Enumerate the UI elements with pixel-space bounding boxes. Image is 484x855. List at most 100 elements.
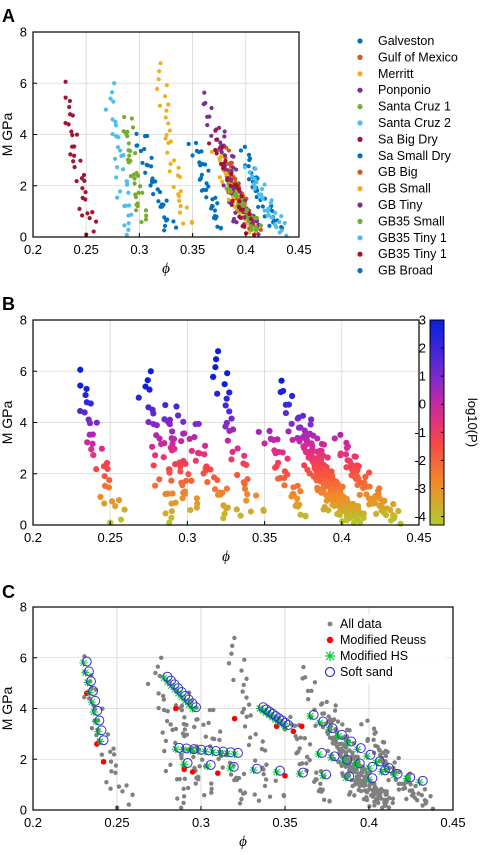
soft-sand-point <box>162 671 173 682</box>
data-point <box>130 792 135 797</box>
data-point <box>264 208 269 213</box>
data-point <box>232 635 237 641</box>
legend-entry: GB Broad <box>378 264 433 278</box>
data-point <box>318 781 323 786</box>
data-point <box>278 377 285 384</box>
data-point <box>178 189 183 194</box>
data-point <box>209 133 214 138</box>
data-point <box>242 144 247 149</box>
data-point <box>142 146 147 152</box>
data-point <box>82 178 87 183</box>
data-point <box>230 165 236 170</box>
soft-sand-point <box>308 709 319 720</box>
data-point <box>325 748 331 754</box>
data-point <box>380 750 386 755</box>
data-point <box>213 216 218 221</box>
data-point <box>209 786 214 792</box>
colorbar-tick-label: -2 <box>414 453 426 468</box>
data-point <box>334 744 340 750</box>
data-point <box>99 752 105 757</box>
data-point <box>335 719 341 724</box>
data-point <box>172 499 179 506</box>
data-point <box>160 454 167 461</box>
data-point <box>320 506 327 513</box>
data-point <box>288 420 295 427</box>
data-point <box>109 90 115 95</box>
data-point <box>300 676 305 681</box>
y-tick-label: 4 <box>20 701 27 716</box>
data-point <box>337 452 344 459</box>
data-point <box>239 796 244 802</box>
data-point <box>113 763 119 768</box>
data-point <box>279 214 284 219</box>
data-point <box>231 187 236 192</box>
data-point <box>404 796 409 802</box>
data-point <box>223 485 231 492</box>
data-point <box>90 210 95 215</box>
data-point <box>124 182 130 187</box>
data-point <box>252 758 258 763</box>
y-tick-label: 6 <box>20 364 27 379</box>
soft-sand-point <box>379 765 390 776</box>
data-point <box>198 163 203 168</box>
data-point <box>160 693 166 699</box>
data-point <box>228 415 235 422</box>
hs-point <box>85 688 94 697</box>
data-point <box>387 506 394 514</box>
hs-point <box>177 693 186 702</box>
data-point <box>414 798 420 803</box>
data-point <box>121 153 126 158</box>
data-point <box>202 793 207 798</box>
soft-sand-point <box>283 719 294 730</box>
data-point <box>340 770 345 776</box>
data-point <box>202 465 209 472</box>
data-point <box>105 732 111 737</box>
hs-point <box>249 766 258 775</box>
hs-point <box>188 704 197 713</box>
soft-sand-point <box>367 761 378 772</box>
data-point <box>325 507 332 514</box>
data-point <box>164 108 169 113</box>
legend-marker <box>357 268 363 274</box>
data-point <box>247 157 252 163</box>
data-point <box>68 152 73 157</box>
legend-entry: Santa Cruz 2 <box>378 116 451 130</box>
data-point <box>342 451 350 458</box>
data-point <box>164 132 169 138</box>
data-point <box>120 167 126 172</box>
panel-b: B 0.2 0.25 0.3 0.35 0.4 0.45 0 2 4 6 8 M GPa ϕ 3 2 1… <box>0 294 480 565</box>
data-point <box>178 438 185 445</box>
data-point <box>304 761 309 766</box>
legend-entry: Modified HS <box>340 649 408 663</box>
data-point <box>242 215 247 220</box>
data-point <box>316 470 323 477</box>
data-point <box>343 745 349 750</box>
data-point <box>166 519 173 526</box>
data-point <box>168 508 175 515</box>
legend-entry: GB35 Tiny 1 <box>378 231 447 245</box>
legend-entry: Sa Small Dry <box>378 149 452 163</box>
data-point <box>157 69 162 74</box>
data-point <box>173 726 179 732</box>
hs-point <box>258 706 267 715</box>
data-point <box>157 103 163 108</box>
data-point <box>122 223 127 228</box>
hs-point <box>89 707 98 716</box>
reuss-point <box>215 770 221 777</box>
data-point <box>162 223 168 229</box>
data-point <box>83 197 88 202</box>
data-point <box>237 214 242 219</box>
data-point <box>240 479 247 486</box>
data-point <box>384 800 389 805</box>
data-point <box>177 468 184 475</box>
soft-sand-point <box>203 745 214 756</box>
data-point <box>145 133 150 139</box>
data-point <box>63 120 68 126</box>
data-point <box>148 183 153 188</box>
data-point <box>78 158 83 163</box>
data-point <box>147 368 154 375</box>
panel-a-ylabel: M GPa <box>0 113 15 157</box>
data-point <box>319 789 324 794</box>
data-point <box>409 788 414 793</box>
